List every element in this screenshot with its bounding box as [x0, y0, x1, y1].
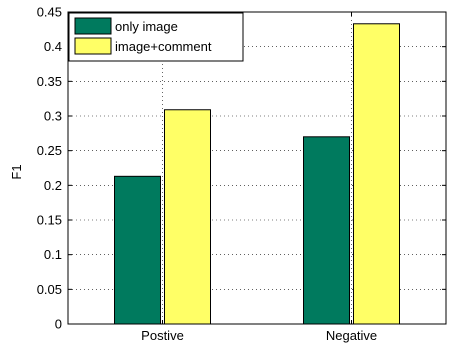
bar	[114, 175, 161, 325]
bar	[303, 136, 350, 325]
bar	[353, 23, 400, 325]
y-tick-label: 0.2	[44, 178, 62, 193]
axes: 0 0.05 0.1 0.15 0.2 0.25 0.3 0.35 0.4 0.45 Postive…	[37, 5, 447, 343]
legend: only image image+comment	[68, 12, 244, 62]
x-category-label: Postive	[141, 328, 184, 343]
y-tick-label: 0.1	[44, 247, 62, 262]
y-axis-label: F1	[9, 164, 24, 179]
bar	[164, 109, 211, 325]
legend-label: only image	[115, 19, 178, 34]
y-tick-label: 0.25	[37, 143, 62, 158]
y-tick-label: 0	[55, 317, 62, 332]
x-category-label: Negative	[326, 328, 377, 343]
legend-label: image+comment	[115, 39, 212, 54]
grid-lines	[68, 12, 446, 324]
y-tick-label: 0.05	[37, 282, 62, 297]
y-tick-label: 0.35	[37, 74, 62, 89]
y-tick-label: 0.45	[37, 5, 62, 20]
y-tick-label: 0.15	[37, 213, 62, 228]
plot-frame	[67, 11, 447, 325]
bars	[114, 23, 400, 325]
y-tick-label: 0.4	[44, 39, 62, 54]
legend-swatch	[74, 37, 112, 55]
y-tick-label: 0.3	[44, 109, 62, 124]
legend-swatch	[74, 17, 112, 35]
